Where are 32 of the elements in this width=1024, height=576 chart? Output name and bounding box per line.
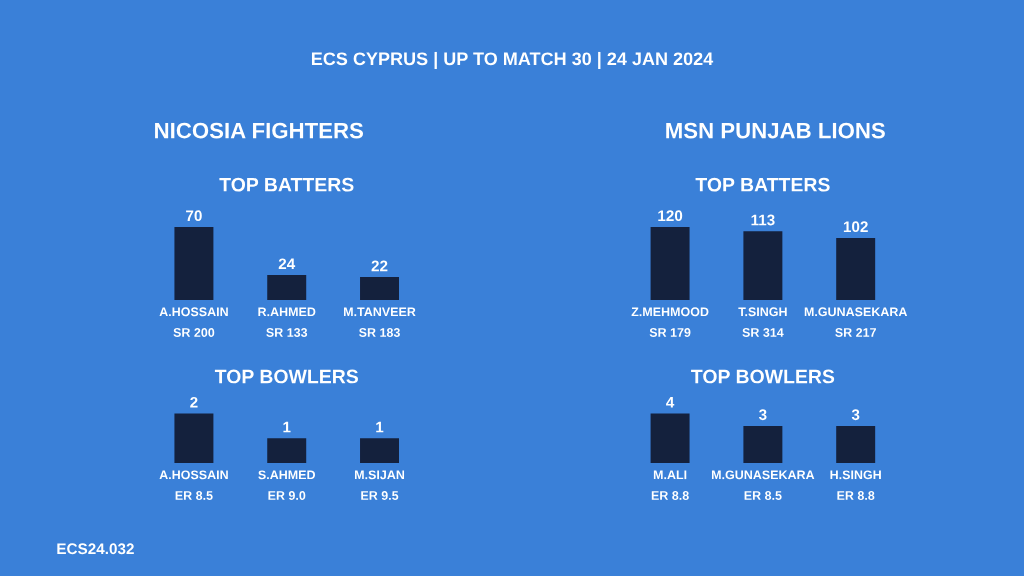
text: NICOSIA FIGHTERS bbox=[155, 122, 364, 139]
chart-title: TOP BATTERS bbox=[695, 177, 830, 192]
data-label: 102 bbox=[843, 221, 868, 233]
x-tick-label: M.TANVEER SR 183 bbox=[344, 307, 416, 337]
chart-title: TOP BOWLERS bbox=[691, 369, 835, 384]
chart-title: TOP BOWLERS bbox=[214, 369, 358, 384]
data-label: 4 bbox=[666, 397, 675, 408]
data-label: 1 bbox=[283, 421, 291, 433]
x-tick-label: M.SIJAN ER 9.5 bbox=[355, 470, 405, 500]
text: MSN PUNJAB LIONS bbox=[666, 122, 885, 139]
data-label: 24 bbox=[278, 258, 296, 270]
data-label: 113 bbox=[751, 214, 775, 226]
x-tick-label: M.ALI ER 8.8 bbox=[651, 470, 689, 500]
data-label: 22 bbox=[371, 260, 388, 272]
text: ECS24.032 bbox=[57, 543, 134, 555]
data-label: 3 bbox=[851, 409, 860, 421]
x-tick-label: T.SINGH SR 314 bbox=[738, 307, 787, 337]
data-label: 120 bbox=[658, 210, 683, 222]
x-tick-label: A.HOSSAIN SR 200 bbox=[159, 307, 228, 337]
x-tick-label: R.AHMED SR 133 bbox=[258, 307, 316, 337]
x-tick-label: H.SINGH ER 8.8 bbox=[830, 470, 881, 500]
data-label: 1 bbox=[376, 421, 384, 433]
chart-title: TOP BATTERS bbox=[219, 177, 354, 192]
text: ECS CYPRUS | UP TO MATCH 30 | 24 JAN 2024 bbox=[311, 51, 714, 70]
x-tick-label: Z.MEHMOOD SR 179 bbox=[631, 307, 709, 337]
x-tick-label: M.GUNASEKARA ER 8.5 bbox=[711, 470, 815, 500]
data-label: 70 bbox=[186, 210, 202, 222]
x-tick-label: S.AHMED ER 9.0 bbox=[258, 470, 316, 500]
x-tick-label: M.GUNASEKARA SR 217 bbox=[804, 307, 908, 337]
data-label: 3 bbox=[758, 409, 767, 421]
data-label: 2 bbox=[190, 396, 198, 408]
x-tick-label: A.HOSSAIN ER 8.5 bbox=[159, 470, 228, 500]
